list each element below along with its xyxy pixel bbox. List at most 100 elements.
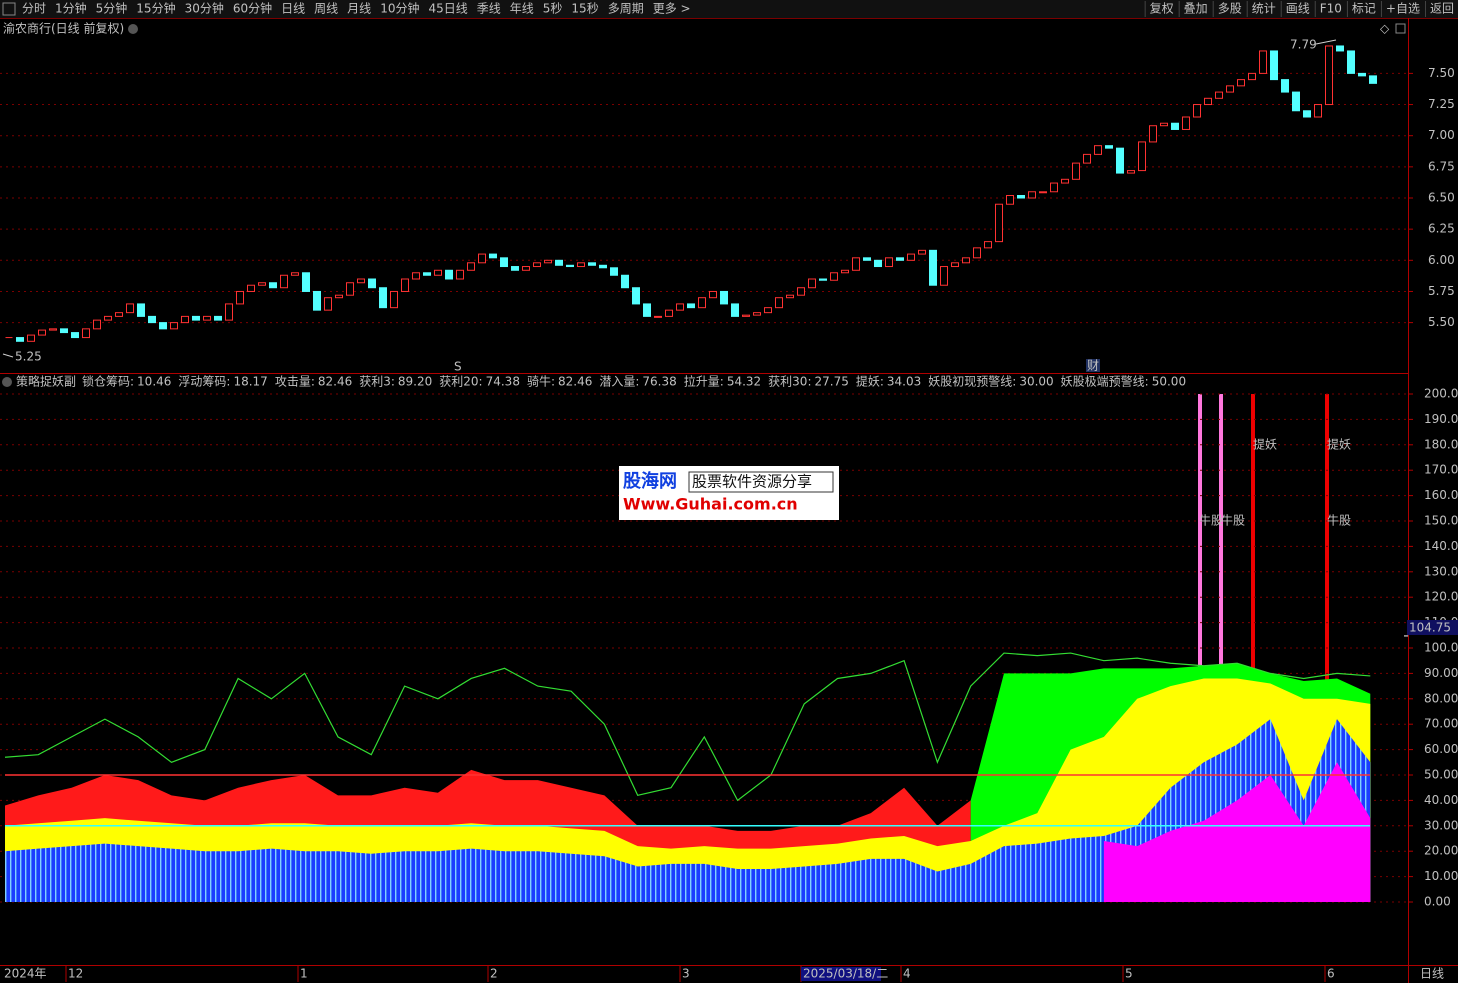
candle [478,253,486,264]
candle [874,259,882,268]
diamond-icon[interactable]: ◇ [1380,22,1390,36]
candle [126,303,134,314]
y-tick-label: 100.0 [1424,641,1458,655]
watermark-box [688,471,834,493]
toolbar-button[interactable]: 月线 [347,2,371,16]
toolbar-button[interactable]: 多股 [1218,2,1242,16]
y-tick-label: 5.50 [1428,315,1455,329]
y-tick-label: 20.00 [1424,844,1458,858]
candle [203,315,211,321]
toolbar-button[interactable]: 30分钟 [185,1,224,16]
toolbar-button[interactable]: 季线 [477,2,501,16]
legend-name: 攻击量: [275,375,315,389]
fin-marker-bg [1086,359,1100,372]
candle [38,329,46,336]
toolbar-button[interactable]: 多周期 [608,2,644,16]
candle [489,253,497,259]
toolbar-button[interactable]: 15秒 [571,2,598,16]
y-tick-label: 40.00 [1424,793,1458,807]
candle [1259,50,1267,74]
toolbar-button[interactable]: 1分钟 [55,1,87,16]
y-tick-label: 7.00 [1428,128,1455,142]
toolbar-button[interactable]: 画线 [1286,2,1310,16]
candle [698,297,706,309]
y-tick-label: 60.00 [1424,742,1458,756]
y-tick-label: 10.00 [1424,869,1458,883]
candle [577,262,585,268]
title-dropdown[interactable] [128,24,138,34]
legend-name: 获利20: [439,375,482,389]
toolbar-button[interactable]: 复权 [1150,2,1174,16]
candle [786,294,794,299]
y-tick-label: 6.25 [1428,222,1455,236]
candle [192,315,200,321]
watermark-brand: 股海网 [622,470,677,492]
candle [137,303,145,317]
candle [973,247,981,259]
candle [907,253,915,261]
toolbar-button[interactable]: 分时 [22,2,46,16]
toolbar-button[interactable]: 10分钟 [380,1,419,16]
toolbar-button[interactable]: +自选 [1386,2,1420,16]
legend-name: 潜入量: [599,375,639,389]
y-tick-label: 7.50 [1428,66,1455,80]
candle [863,257,871,261]
candle [214,315,222,321]
candle [841,269,849,274]
candle [1039,191,1047,194]
y-tick-label: 6.75 [1428,159,1455,173]
candle [181,315,189,324]
signal-label: 牛股 [1199,513,1223,528]
x-tick-label: 5 [1125,967,1133,981]
candle [731,303,739,317]
y-tick-label: 50.00 [1424,768,1458,782]
candle [775,297,783,309]
toolbar-button[interactable]: F10 [1320,2,1342,16]
period-label[interactable]: 日线 [1420,967,1444,981]
legend-value: 30.00 [1019,375,1053,389]
toolbar-button[interactable]: 日线 [281,2,305,16]
toolbar-button[interactable]: 周线 [314,2,338,16]
toolbar-button[interactable]: 统计 [1252,2,1276,16]
menu-icon[interactable] [2,2,16,16]
toolbar-button[interactable]: 45日线 [428,2,467,16]
toolbar-button[interactable]: 5分钟 [96,1,128,16]
toolbar [0,0,1458,18]
toolbar-button[interactable]: 60分钟 [233,1,272,16]
candle [434,269,442,276]
x-tick-label: 4 [903,967,911,981]
x-tick-label: 12 [68,967,83,981]
toolbar-button[interactable]: 15分钟 [136,1,175,16]
y-tick-label: 150.0 [1424,514,1458,528]
toolbar-button[interactable]: 更多 > [653,2,691,16]
toolbar-button[interactable]: 标记 [1352,2,1376,16]
y-tick-label: 180.0 [1424,437,1458,451]
indicator-dropdown[interactable] [2,377,12,387]
s-marker: S [454,360,462,374]
legend-value: 82.46 [318,375,352,389]
indicator-line [4,652,1371,802]
candle [643,303,651,317]
candle [687,303,695,309]
candle [1270,50,1278,81]
candle [247,284,255,292]
x-tick-label: 6 [1327,967,1335,981]
candle [1303,110,1311,118]
candle [170,322,178,330]
candle [1237,79,1245,87]
high-pointer [1315,39,1337,45]
toolbar-button[interactable]: 返回 [1430,2,1454,16]
candle [984,241,992,249]
x-tick-label: 2025/03/18/二 [803,967,888,981]
y-tick-label: 6.00 [1428,253,1455,267]
toolbar-button[interactable]: 5秒 [543,2,563,16]
y-tick-label: 70.00 [1424,717,1458,731]
toolbar-button[interactable]: 年线 [510,2,534,16]
toolbar-button[interactable]: 叠加 [1184,2,1208,16]
candle [500,257,508,268]
candle [412,272,420,280]
panel-toggle[interactable] [1395,23,1406,34]
candle [335,294,343,299]
legend-name: 提妖: [856,374,884,389]
